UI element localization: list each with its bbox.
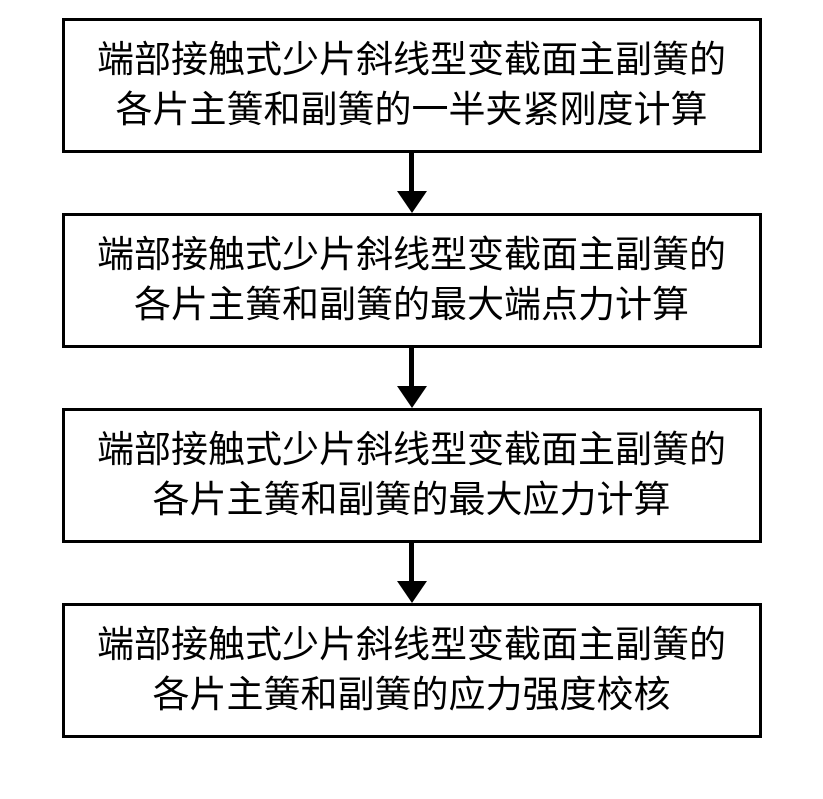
arrow-3-shaft [409,543,414,581]
flowchart-step-4: 端部接触式少片斜线型变截面主副簧的 各片主簧和副簧的应力强度校核 [62,603,762,738]
arrow-2 [397,348,427,408]
step-3-line-2: 各片主簧和副簧的最大应力计算 [153,476,671,526]
arrow-1-head-icon [397,191,427,213]
arrow-1-shaft [409,153,414,191]
step-2-line-1: 端部接触式少片斜线型变截面主副簧的 [97,231,726,281]
arrow-2-shaft [409,348,414,386]
step-1-line-1: 端部接触式少片斜线型变截面主副簧的 [97,36,726,86]
step-1-line-2: 各片主簧和副簧的一半夹紧刚度计算 [116,86,708,136]
arrow-1 [397,153,427,213]
arrow-2-head-icon [397,386,427,408]
flowchart-step-2: 端部接触式少片斜线型变截面主副簧的 各片主簧和副簧的最大端点力计算 [62,213,762,348]
step-4-line-1: 端部接触式少片斜线型变截面主副簧的 [97,621,726,671]
flowchart-step-3: 端部接触式少片斜线型变截面主副簧的 各片主簧和副簧的最大应力计算 [62,408,762,543]
flowchart-container: 端部接触式少片斜线型变截面主副簧的 各片主簧和副簧的一半夹紧刚度计算 端部接触式… [0,0,823,799]
arrow-3 [397,543,427,603]
step-3-line-1: 端部接触式少片斜线型变截面主副簧的 [97,426,726,476]
arrow-3-head-icon [397,581,427,603]
step-2-line-2: 各片主簧和副簧的最大端点力计算 [134,281,689,331]
flowchart-step-1: 端部接触式少片斜线型变截面主副簧的 各片主簧和副簧的一半夹紧刚度计算 [62,18,762,153]
step-4-line-2: 各片主簧和副簧的应力强度校核 [153,671,671,721]
